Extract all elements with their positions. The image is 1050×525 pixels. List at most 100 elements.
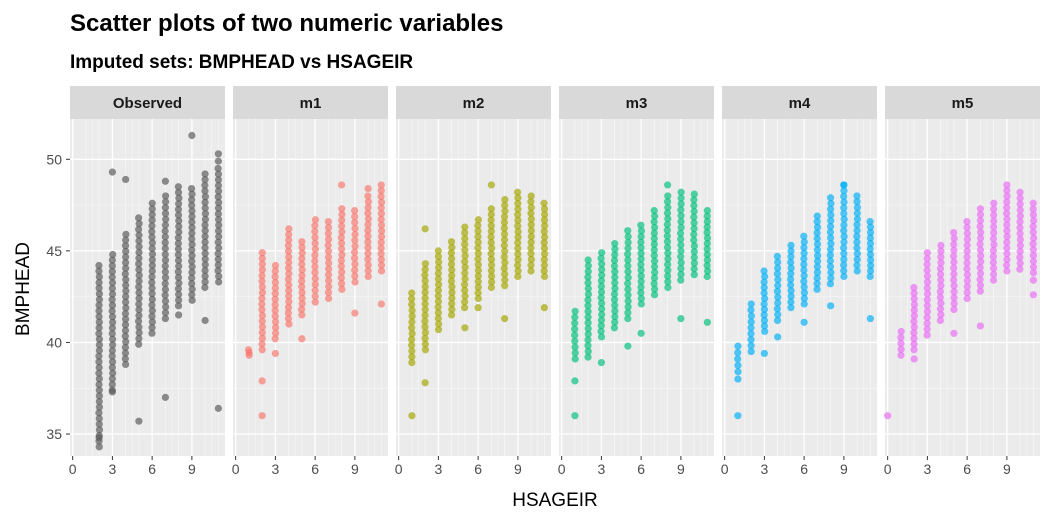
data-point (760, 305, 769, 314)
data-point (650, 279, 658, 288)
data-point (271, 290, 279, 298)
data-point (271, 261, 280, 270)
x-tick-label: 0 (232, 461, 240, 477)
data-point (421, 300, 429, 308)
data-point (214, 210, 222, 218)
facet-strip-label: Observed (113, 95, 182, 112)
data-point (773, 316, 782, 325)
data-point (813, 240, 822, 248)
data-point (351, 206, 359, 215)
data-point (434, 281, 443, 289)
data-point (434, 309, 442, 317)
data-point (990, 270, 998, 278)
data-point (500, 236, 509, 244)
data-point (135, 237, 143, 245)
data-point (910, 312, 918, 320)
data-point (597, 358, 605, 367)
data-point (214, 181, 223, 190)
facet-panels: Observed 0 3 6 9 m1 0 3 6 9 m2 0 3 6 9 m3 0 3 6 9 m4 0 3 6 9 m5 0 3… (69, 86, 1040, 477)
data-point (408, 329, 416, 338)
data-point (135, 254, 143, 262)
data-point (95, 363, 103, 372)
data-point (650, 229, 658, 237)
data-point (624, 238, 632, 247)
data-point (95, 369, 103, 377)
data-point (364, 198, 373, 206)
data-point (866, 272, 874, 281)
data-point (703, 217, 711, 226)
data-point (760, 278, 768, 286)
data-point (364, 249, 372, 258)
data-point (298, 294, 306, 302)
panel-background (722, 119, 877, 456)
data-point (624, 285, 632, 293)
data-point (677, 206, 685, 214)
data-point (162, 303, 170, 311)
data-point (910, 329, 918, 337)
data-point (188, 285, 196, 293)
data-point (272, 323, 280, 332)
data-point (108, 301, 117, 309)
data-point (540, 239, 548, 247)
data-point (637, 272, 645, 280)
data-point (760, 267, 768, 275)
data-point (448, 305, 456, 313)
data-point (122, 247, 130, 255)
data-point (734, 375, 742, 383)
data-point (448, 266, 456, 274)
data-point (364, 255, 372, 263)
data-point (690, 265, 698, 273)
data-point (461, 252, 469, 260)
data-point (703, 206, 711, 215)
data-point (1016, 247, 1024, 256)
data-point (214, 267, 222, 275)
data-point (161, 221, 170, 229)
data-point (650, 257, 659, 265)
data-point (215, 232, 223, 241)
data-point (976, 275, 984, 283)
data-point (840, 192, 848, 200)
data-point (284, 242, 292, 250)
scatter-points (571, 181, 712, 420)
data-point (408, 295, 416, 303)
data-point (800, 272, 808, 280)
data-point (258, 283, 266, 291)
data-point (364, 272, 372, 281)
data-point (677, 194, 685, 202)
y-tick-label: 35 (46, 426, 62, 442)
data-point (677, 241, 685, 249)
data-point (897, 333, 905, 342)
data-point (703, 318, 711, 326)
data-point (214, 193, 222, 201)
data-point (298, 266, 306, 274)
data-point (187, 184, 196, 193)
data-point (610, 262, 619, 270)
data-point (434, 314, 442, 322)
data-point (214, 187, 223, 195)
data-point (826, 263, 835, 271)
data-point (571, 331, 579, 339)
data-point (760, 289, 768, 297)
data-point (108, 313, 117, 321)
data-point (677, 270, 685, 278)
data-point (188, 291, 196, 299)
data-point (651, 268, 659, 276)
data-point (663, 243, 672, 252)
data-point (853, 267, 861, 275)
data-point (787, 298, 795, 306)
data-point (135, 243, 143, 251)
data-point (989, 246, 998, 255)
data-point (1003, 244, 1011, 252)
data-point (976, 322, 984, 330)
data-point (377, 192, 385, 201)
data-point (284, 314, 293, 323)
facet-strip (559, 86, 714, 119)
data-point (201, 261, 209, 269)
data-point (690, 190, 698, 198)
data-point (527, 198, 535, 206)
data-point (514, 250, 522, 258)
data-point (690, 213, 698, 221)
data-point (976, 281, 985, 289)
data-point (174, 245, 182, 253)
data-point (500, 264, 508, 273)
